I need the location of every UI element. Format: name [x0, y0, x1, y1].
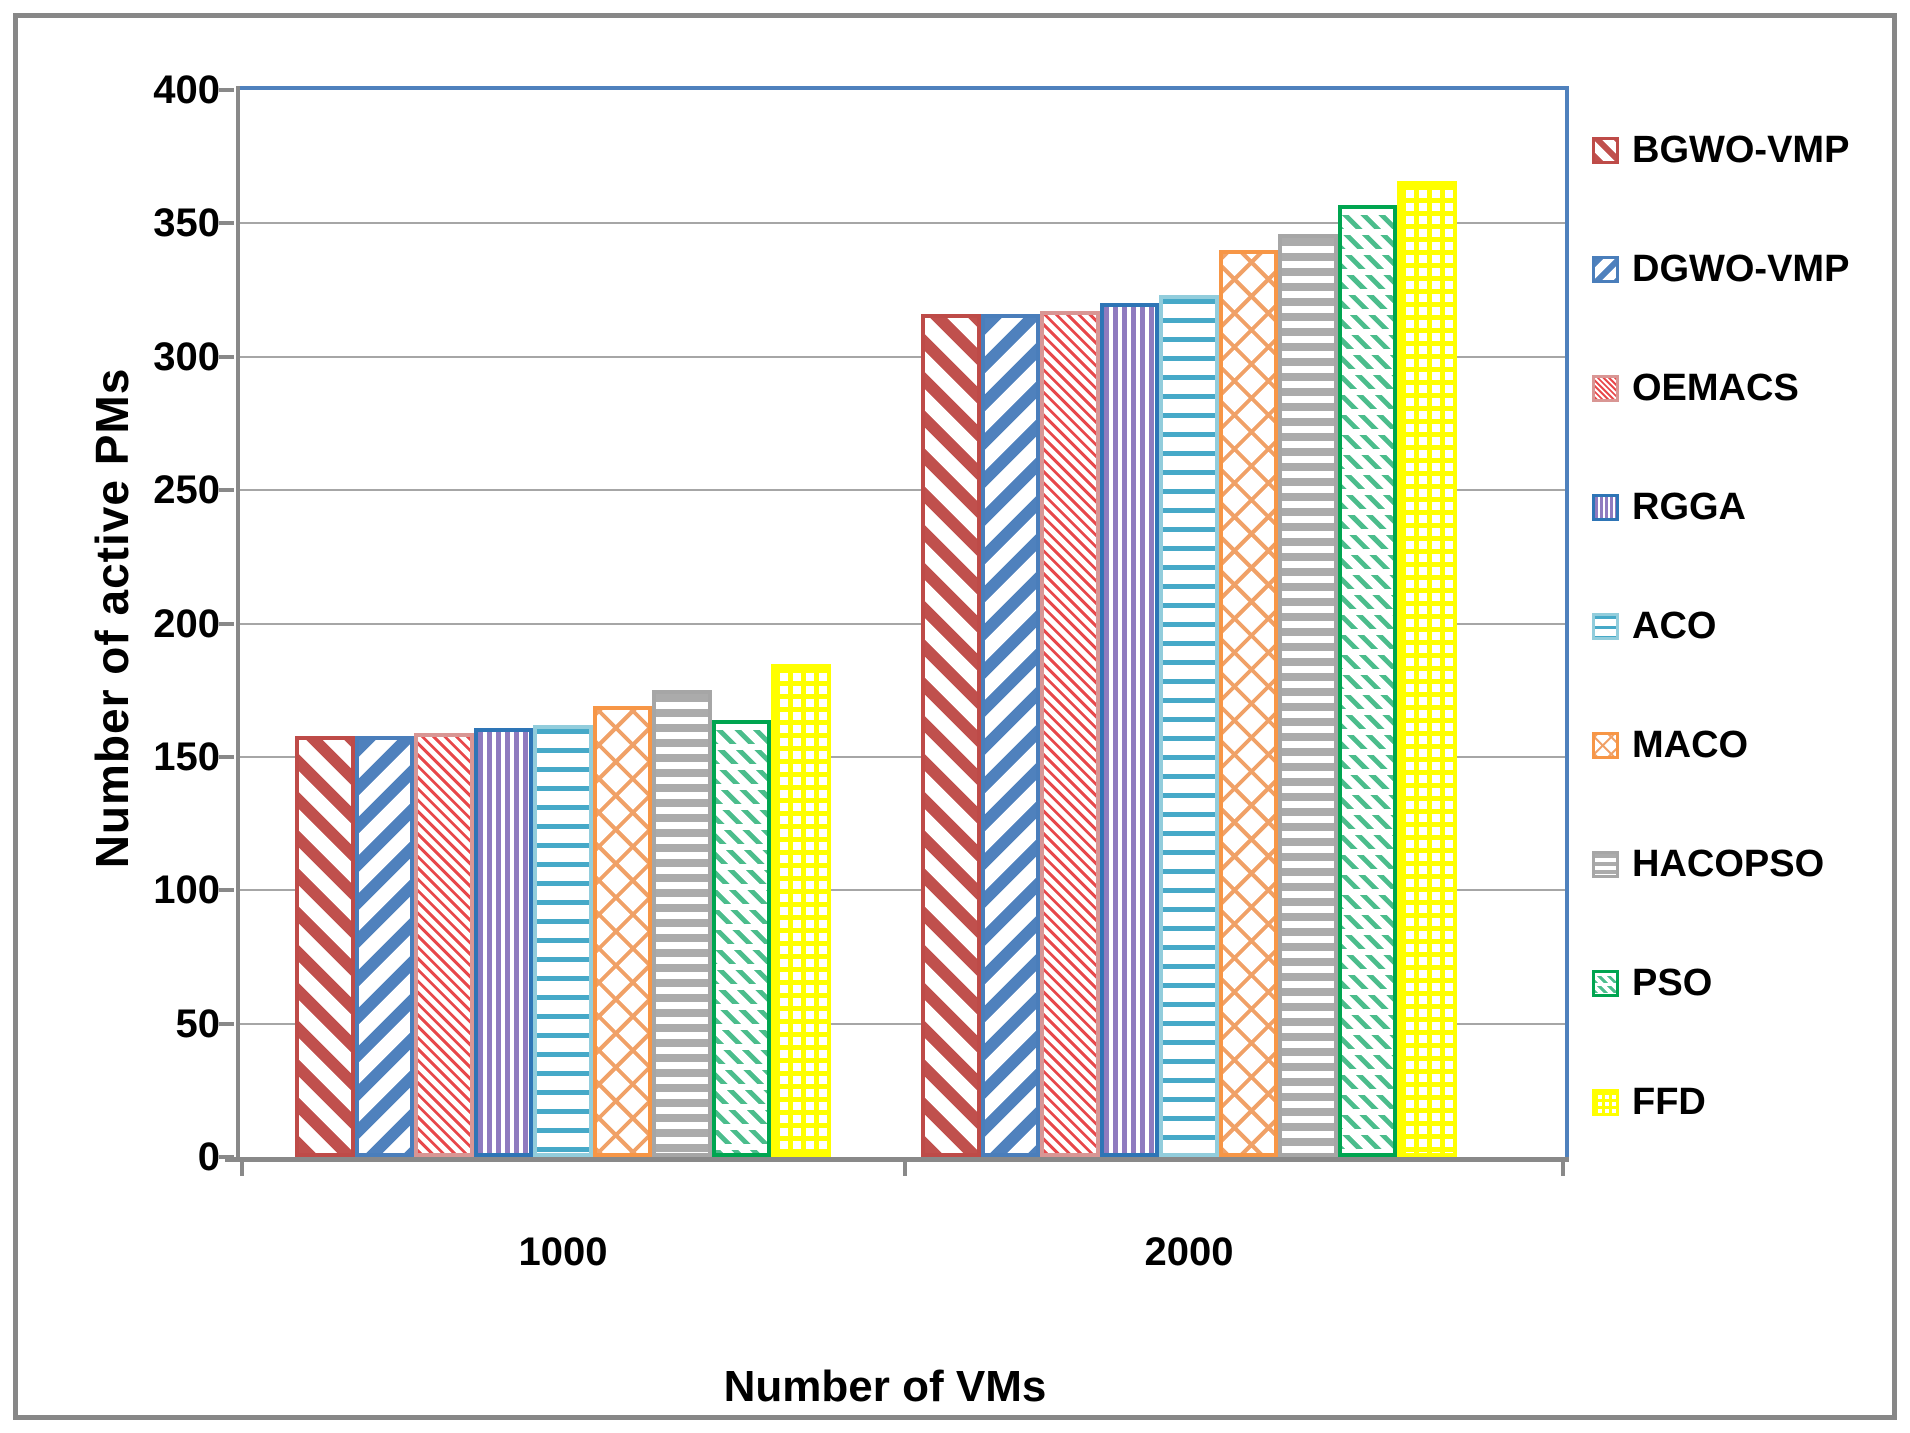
x-tick-1	[903, 1162, 907, 1176]
y-tick-label-200: 200	[153, 602, 220, 646]
gridline-100	[240, 889, 1565, 891]
bar-dgwo-vmp-1000	[354, 736, 414, 1157]
y-tick-350	[219, 221, 234, 225]
bar-group-1000	[295, 90, 831, 1157]
x-tick-0	[240, 1162, 244, 1176]
bar-aco-2000	[1159, 295, 1219, 1157]
y-tick-label-100: 100	[153, 868, 220, 912]
x-axis-title: Number of VMs	[723, 1362, 1047, 1411]
gridline-300	[240, 356, 1565, 358]
plot-border-right	[1565, 86, 1569, 1157]
gridline-150	[240, 756, 1565, 758]
y-tick-label-150: 150	[153, 735, 220, 779]
bar-hacopso-2000	[1278, 234, 1338, 1157]
plot-area	[225, 86, 1569, 1176]
bar-oemacs-1000	[414, 733, 474, 1157]
y-tick-400	[219, 88, 234, 92]
bar-ffd-1000	[771, 664, 831, 1157]
y-tick-label-350: 350	[153, 201, 220, 245]
y-tick-label-50: 50	[175, 1002, 221, 1046]
bar-bgwo-vmp-2000	[921, 314, 981, 1157]
bar-dgwo-vmp-2000	[980, 314, 1040, 1157]
bar-maco-1000	[592, 706, 652, 1157]
x-tick-2	[1561, 1162, 1565, 1176]
y-tick-250	[219, 488, 234, 492]
gridline-350	[240, 222, 1565, 224]
bar-bgwo-vmp-1000	[295, 736, 355, 1157]
y-tick-label-250: 250	[153, 468, 220, 512]
x-category-label-2000: 2000	[1144, 1230, 1234, 1274]
x-axis-line	[225, 1157, 1569, 1162]
y-tick-0	[219, 1155, 234, 1159]
bar-rgga-1000	[473, 728, 533, 1157]
y-tick-200	[219, 622, 234, 626]
y-tick-100	[219, 888, 234, 892]
bar-ffd-2000	[1397, 181, 1457, 1157]
x-category-label-1000: 1000	[518, 1230, 608, 1274]
figure-border	[13, 13, 1897, 1420]
bar-rgga-2000	[1099, 303, 1159, 1157]
gridline-250	[240, 489, 1565, 491]
y-tick-label-300: 300	[153, 335, 220, 379]
bar-pso-2000	[1337, 205, 1397, 1157]
bar-group-2000	[921, 90, 1457, 1157]
y-tick-label-0: 0	[197, 1135, 220, 1179]
y-tick-label-400: 400	[153, 68, 220, 112]
gridline-200	[240, 623, 1565, 625]
y-axis-line	[236, 86, 240, 1162]
bar-maco-2000	[1218, 250, 1278, 1157]
y-tick-300	[219, 355, 234, 359]
plot-border-top	[240, 86, 1565, 90]
bar-oemacs-2000	[1040, 311, 1100, 1157]
bar-pso-1000	[711, 720, 771, 1157]
bar-hacopso-1000	[652, 690, 712, 1157]
gridline-50	[240, 1023, 1565, 1025]
y-tick-50	[219, 1022, 234, 1026]
bar-aco-1000	[533, 725, 593, 1157]
y-tick-150	[219, 755, 234, 759]
